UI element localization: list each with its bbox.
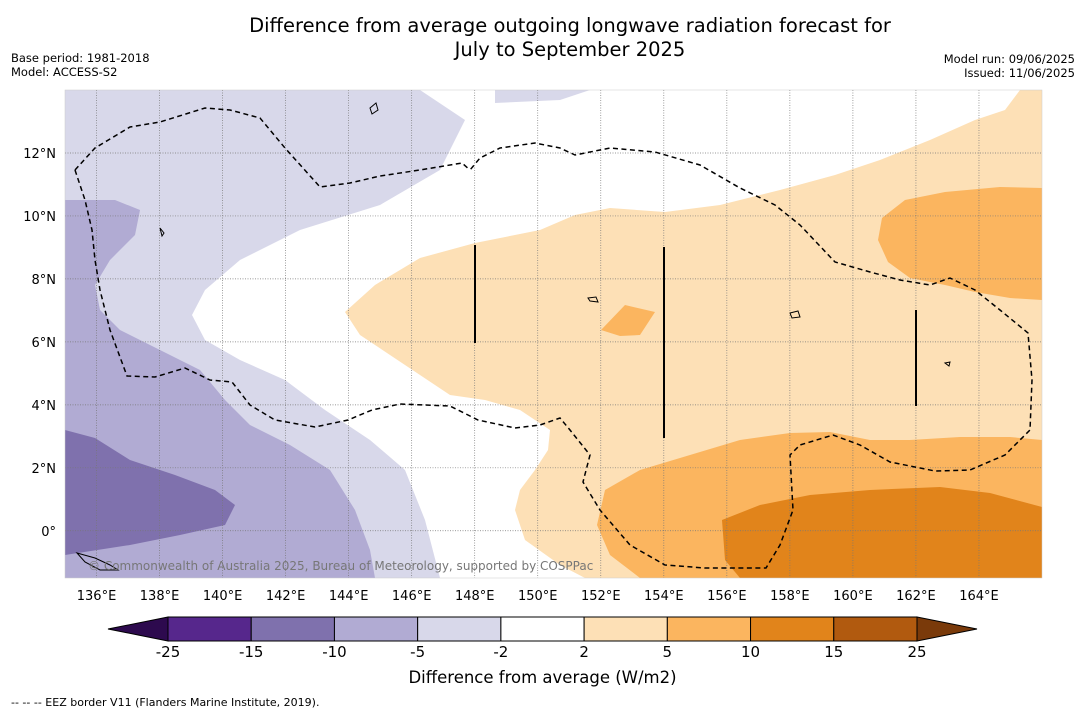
colorbar-swatch [583, 616, 668, 642]
island-3 [587, 296, 599, 303]
lon-tick-label: 156°E [707, 589, 747, 604]
eez-borders [74, 107, 1033, 569]
model-run-text: Model run: 09/06/2025 [943, 52, 1075, 66]
map-frame [64, 89, 1043, 579]
base-period-text: Base period: 1981-2018 [11, 51, 150, 65]
lon-tick-label: 164°E [959, 589, 999, 604]
lat-tick-label: 6°N [32, 336, 57, 351]
lon-tick-label: 154°E [644, 589, 684, 604]
copyright-text: © Commonwealth of Australia 2025, Bureau… [88, 559, 593, 573]
lon-tick-label: 150°E [518, 589, 558, 604]
island-5 [943, 361, 951, 367]
meta-right: Model run: 09/06/2025 Issued: 11/06/2025 [944, 52, 1075, 80]
colorbar-swatch [417, 616, 502, 642]
lat-tick-label: 0° [41, 525, 56, 540]
colorbar-extend-high [916, 616, 978, 642]
lon-tick-label: 142°E [266, 589, 306, 604]
region-neg-2-to-5-top [495, 90, 590, 103]
eez-palau [74, 107, 471, 188]
eez-footnote: -- -- -- EEZ border V11 (Flanders Marine… [11, 696, 320, 709]
lon-tick-label: 136°E [77, 589, 117, 604]
colorbar [107, 616, 978, 642]
coastlines [75, 102, 951, 571]
colorbar-swatch [250, 616, 335, 642]
island-4 [789, 310, 801, 319]
colorbar-swatch [666, 616, 752, 642]
colorbar-level-label: -15 [238, 643, 264, 661]
colorbar-swatch [333, 616, 419, 642]
map-plot-area: © Commonwealth of Australia 2025, Bureau… [65, 90, 1042, 578]
region-pos-10-to-15 [722, 487, 1042, 578]
boundary-lines [474, 245, 917, 438]
lat-tick-label: 10°N [23, 210, 56, 225]
colorbar-level-label: -25 [155, 643, 181, 661]
island-1 [369, 102, 379, 115]
lon-tick-label: 138°E [140, 589, 180, 604]
meta-left: Base period: 1981-2018 Model: ACCESS-S2 [11, 51, 150, 79]
model-text: Model: ACCESS-S2 [11, 65, 118, 79]
lat-tick-label: 4°N [32, 399, 57, 414]
lon-tick-label: 158°E [770, 589, 810, 604]
island-2 [159, 227, 165, 238]
colorbar-level-label: 5 [662, 643, 673, 661]
lat-tick-label: 8°N [32, 273, 57, 288]
island-6 [75, 552, 120, 571]
lon-tick-label: 152°E [581, 589, 621, 604]
colorbar-level-label: 10 [741, 643, 761, 661]
colorbar-title: Difference from average (W/m2) [408, 668, 677, 687]
chart-title: Difference from average outgoing longwav… [0, 14, 1085, 62]
lon-tick-label: 144°E [329, 589, 369, 604]
lat-tick-label: 12°N [23, 147, 56, 162]
colorbar-level-label: -2 [493, 643, 509, 661]
region-pos-5-to-10-islet [601, 305, 655, 336]
graticule [65, 90, 1042, 578]
colorbar-swatch [833, 616, 918, 642]
lon-tick-label: 140°E [203, 589, 243, 604]
colorbar-extend-low [107, 616, 169, 642]
eez-palau-west [74, 142, 1033, 569]
lat-tick-label: 2°N [32, 462, 57, 477]
title-line-1: Difference from average outgoing longwav… [249, 14, 891, 37]
lon-tick-label: 160°E [833, 589, 873, 604]
issued-text: Issued: 11/06/2025 [964, 66, 1075, 80]
colorbar-swatch [500, 616, 585, 642]
lat-tick-labels: 12°N 10°N 8°N 6°N 4°N 2°N 0° [23, 147, 56, 540]
colorbar-level-label: 2 [579, 643, 589, 661]
lon-tick-label: 146°E [392, 589, 432, 604]
region-pos-5-to-10-east [878, 187, 1042, 300]
colorbar-swatch [750, 616, 835, 642]
lon-tick-label: 148°E [455, 589, 495, 604]
lon-tick-labels: 136°E 138°E 140°E 142°E 144°E 146°E 148°E 150°E… [77, 589, 999, 604]
colorbar-level-label: 25 [907, 643, 927, 661]
colorbar-level-label: -5 [410, 643, 426, 661]
colorbar-level-label: -10 [322, 643, 347, 661]
colorbar-swatch [167, 616, 252, 642]
title-line-2: July to September 2025 [454, 38, 686, 61]
lon-tick-label: 162°E [896, 589, 936, 604]
region-neg-10-to-15 [65, 430, 235, 555]
colorbar-level-label: 15 [824, 643, 844, 661]
